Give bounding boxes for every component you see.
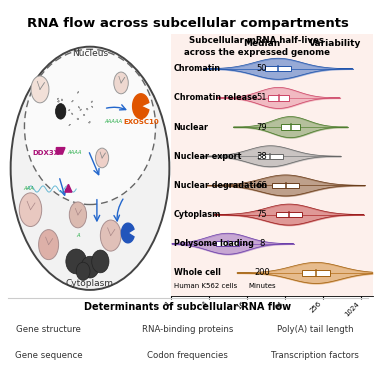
Text: 38: 38 xyxy=(257,152,267,161)
Bar xyxy=(276,212,302,217)
Text: Nucleus: Nucleus xyxy=(72,49,108,58)
Text: 50: 50 xyxy=(257,64,267,73)
Text: Codon frequencies: Codon frequencies xyxy=(147,351,228,360)
Polygon shape xyxy=(122,223,134,243)
Circle shape xyxy=(96,148,109,168)
Text: 51: 51 xyxy=(257,93,267,102)
Text: Whole cell: Whole cell xyxy=(174,268,220,278)
Polygon shape xyxy=(65,184,72,192)
Ellipse shape xyxy=(92,250,109,273)
Text: 79: 79 xyxy=(257,123,267,132)
Circle shape xyxy=(39,230,58,260)
Bar xyxy=(258,154,282,159)
Text: Cytoplasm: Cytoplasm xyxy=(174,210,221,219)
Text: Gene structure: Gene structure xyxy=(16,324,81,333)
Text: Nuclear: Nuclear xyxy=(174,123,209,132)
Circle shape xyxy=(69,202,87,228)
Ellipse shape xyxy=(81,256,99,278)
Text: 8: 8 xyxy=(260,239,265,248)
Text: Cytoplasm: Cytoplasm xyxy=(66,279,114,288)
Bar xyxy=(272,183,299,188)
Ellipse shape xyxy=(10,47,170,290)
Circle shape xyxy=(114,72,128,94)
Text: Transcription factors: Transcription factors xyxy=(271,351,359,360)
Bar xyxy=(268,95,289,100)
Text: AAAAA: AAAAA xyxy=(104,119,122,124)
Text: EXOSC10: EXOSC10 xyxy=(123,119,159,125)
Text: Human K562 cells: Human K562 cells xyxy=(174,283,237,289)
Circle shape xyxy=(31,76,49,103)
Circle shape xyxy=(100,220,121,251)
Text: Subcellular mRNA half-lives
across the expressed genome: Subcellular mRNA half-lives across the e… xyxy=(184,36,330,57)
Polygon shape xyxy=(56,148,65,154)
Text: AAA: AAA xyxy=(24,186,34,192)
Text: Polysome loading: Polysome loading xyxy=(174,239,254,248)
Text: Chromatin release: Chromatin release xyxy=(174,93,257,102)
Text: DDX3X: DDX3X xyxy=(33,150,60,156)
Bar xyxy=(265,66,291,71)
Text: RNA flow across subcellular compartments: RNA flow across subcellular compartments xyxy=(27,17,348,30)
Text: 200: 200 xyxy=(254,268,270,278)
Bar xyxy=(303,270,330,276)
Text: A: A xyxy=(76,233,80,238)
Text: Minutes: Minutes xyxy=(248,283,276,289)
Polygon shape xyxy=(133,94,149,118)
Text: 75: 75 xyxy=(257,210,267,219)
Ellipse shape xyxy=(76,262,90,280)
Text: Determinants of subcellular RNA flow: Determinants of subcellular RNA flow xyxy=(84,302,291,312)
Ellipse shape xyxy=(66,249,87,274)
Text: Nuclear degradation: Nuclear degradation xyxy=(174,181,267,190)
Circle shape xyxy=(56,104,66,119)
Text: 66: 66 xyxy=(257,181,267,190)
Text: AAAA: AAAA xyxy=(68,150,82,155)
Text: Chromatin: Chromatin xyxy=(174,64,221,73)
Text: Median: Median xyxy=(243,39,281,48)
Text: RNA-binding proteins: RNA-binding proteins xyxy=(142,324,233,333)
Ellipse shape xyxy=(24,49,156,204)
Text: Variability: Variability xyxy=(309,39,361,48)
Text: Nuclear export: Nuclear export xyxy=(174,152,241,161)
Circle shape xyxy=(19,193,42,226)
Bar xyxy=(216,241,239,246)
Bar xyxy=(281,124,300,130)
Text: Gene sequence: Gene sequence xyxy=(15,351,82,360)
Text: Poly(A) tail length: Poly(A) tail length xyxy=(277,324,353,333)
